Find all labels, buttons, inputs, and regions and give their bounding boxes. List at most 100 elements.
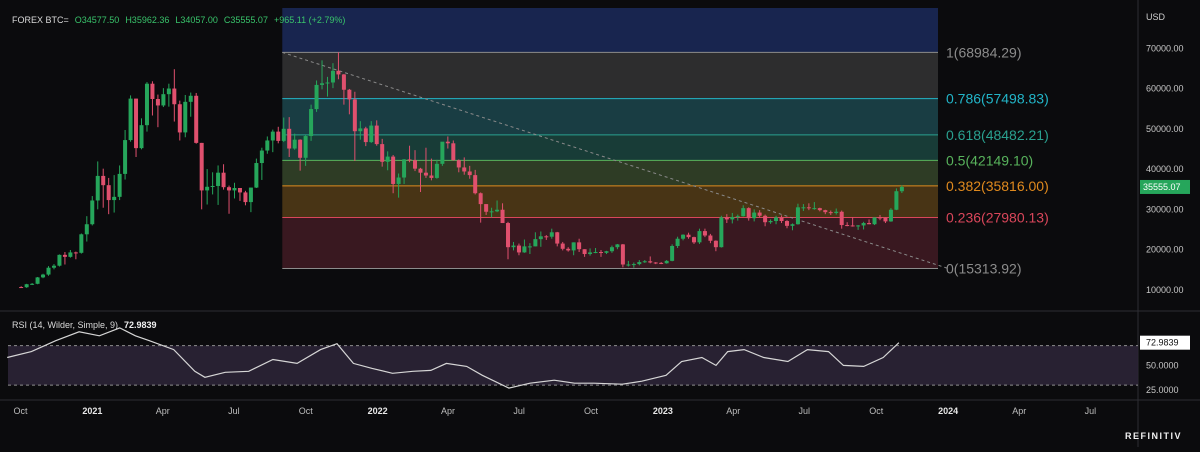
- candle-body: [566, 248, 571, 251]
- candle-body: [287, 128, 292, 149]
- candle-body: [702, 231, 707, 236]
- change-value: +965.11 (+2.79%): [273, 15, 346, 25]
- candle-body: [845, 225, 850, 227]
- candle-body: [538, 236, 543, 240]
- candle-body: [309, 109, 314, 137]
- candle-body: [210, 185, 215, 187]
- candle-body: [877, 217, 882, 219]
- candle-body: [276, 131, 281, 141]
- candle-body: [506, 223, 511, 248]
- candle-body: [588, 252, 593, 255]
- candle-body: [560, 243, 565, 249]
- open-value: O34577.50: [74, 15, 120, 25]
- rsi-label[interactable]: RSI (14, Wilder, Simple, 9): [12, 320, 119, 330]
- candle-body: [593, 252, 598, 254]
- fib-trend-line: [282, 51, 949, 269]
- candle-body: [194, 95, 199, 143]
- candle-body: [697, 231, 702, 243]
- candle-body: [402, 159, 407, 178]
- candle-body: [227, 187, 232, 191]
- candle-body: [51, 265, 56, 268]
- candle-body: [828, 212, 833, 214]
- candle-body: [894, 191, 899, 210]
- candle-body: [522, 246, 527, 253]
- candle-body: [341, 74, 346, 90]
- candle-body: [46, 267, 51, 275]
- candle-body: [117, 173, 122, 197]
- x-tick-label: Apr: [1012, 406, 1026, 416]
- candle-body: [248, 187, 253, 203]
- candle-body: [216, 172, 221, 186]
- rsi-y-tick-label: 50.0000: [1146, 360, 1179, 370]
- fibonacci-retracement[interactable]: 1(68984.29) 0.786(57498.83) 0.618(48482.21…: [282, 8, 1049, 276]
- candle-body: [516, 245, 521, 253]
- candle-body: [473, 175, 478, 194]
- candle-body: [713, 240, 718, 248]
- fib-level-label: 1(68984.29): [946, 44, 1022, 60]
- candle-body: [41, 274, 46, 278]
- candle-body: [642, 261, 647, 263]
- candle-body: [801, 207, 806, 209]
- candle-body: [735, 216, 740, 218]
- candle-body: [123, 140, 128, 174]
- y-tick-label: 10000.00: [1146, 285, 1184, 295]
- candle-body: [352, 99, 357, 132]
- candle-body: [79, 234, 84, 253]
- fib-band: [282, 185, 938, 218]
- candle-body: [467, 171, 472, 176]
- fib-level-label: 0.786(57498.83): [946, 91, 1049, 107]
- candle-body: [883, 217, 888, 222]
- last-price-label: 35555.07: [1143, 182, 1181, 192]
- symbol-label[interactable]: FOREX BTC=: [12, 15, 69, 25]
- candle-body: [774, 217, 779, 222]
- candle-body: [73, 252, 78, 254]
- candle-body: [325, 82, 330, 84]
- candle-body: [90, 200, 95, 225]
- candle-body: [451, 143, 456, 161]
- candle-body: [462, 167, 467, 172]
- candle-body: [757, 212, 762, 216]
- rsi-last-tag: [1140, 335, 1190, 350]
- candle-body: [320, 83, 325, 85]
- candle-body: [681, 234, 686, 239]
- x-tick-label: Oct: [299, 406, 314, 416]
- candle-body: [254, 163, 259, 188]
- candle-body: [659, 262, 664, 264]
- candle-body: [527, 246, 532, 248]
- candle-body: [533, 239, 538, 247]
- rsi-line: [7, 327, 900, 389]
- candle-body: [128, 98, 133, 141]
- candle-body: [790, 224, 795, 226]
- fib-band: [282, 217, 938, 269]
- fib-band: [282, 52, 938, 99]
- rsi-panel: [7, 327, 1138, 389]
- candle-body: [95, 175, 100, 201]
- candle-body: [856, 225, 861, 227]
- candle-body: [62, 254, 67, 257]
- candle-body: [24, 284, 29, 288]
- candle-body: [620, 244, 625, 265]
- candle-body: [374, 125, 379, 145]
- candle-body: [582, 249, 587, 255]
- candle-body: [84, 224, 89, 235]
- candle-body: [166, 88, 171, 95]
- low-value: L34057.00: [175, 15, 218, 25]
- candle-body: [604, 251, 609, 253]
- x-tick-label: Jul: [799, 406, 811, 416]
- candle-body: [511, 245, 516, 248]
- rsi-y-tick-label: 25.0000: [1146, 385, 1179, 395]
- x-tick-label: 2024: [938, 406, 958, 416]
- currency-label: USD: [1146, 12, 1166, 22]
- candle-body: [686, 234, 691, 238]
- y-tick-label: 30000.00: [1146, 204, 1184, 214]
- candle-body: [768, 221, 773, 223]
- candle-body: [823, 210, 828, 213]
- candle-body: [396, 177, 401, 184]
- candle-body: [478, 193, 483, 205]
- candle-body: [347, 89, 352, 100]
- candle-body: [243, 192, 248, 203]
- y-tick-label: 70000.00: [1146, 43, 1184, 53]
- candle-body: [385, 156, 390, 162]
- x-tick-label: Oct: [13, 406, 28, 416]
